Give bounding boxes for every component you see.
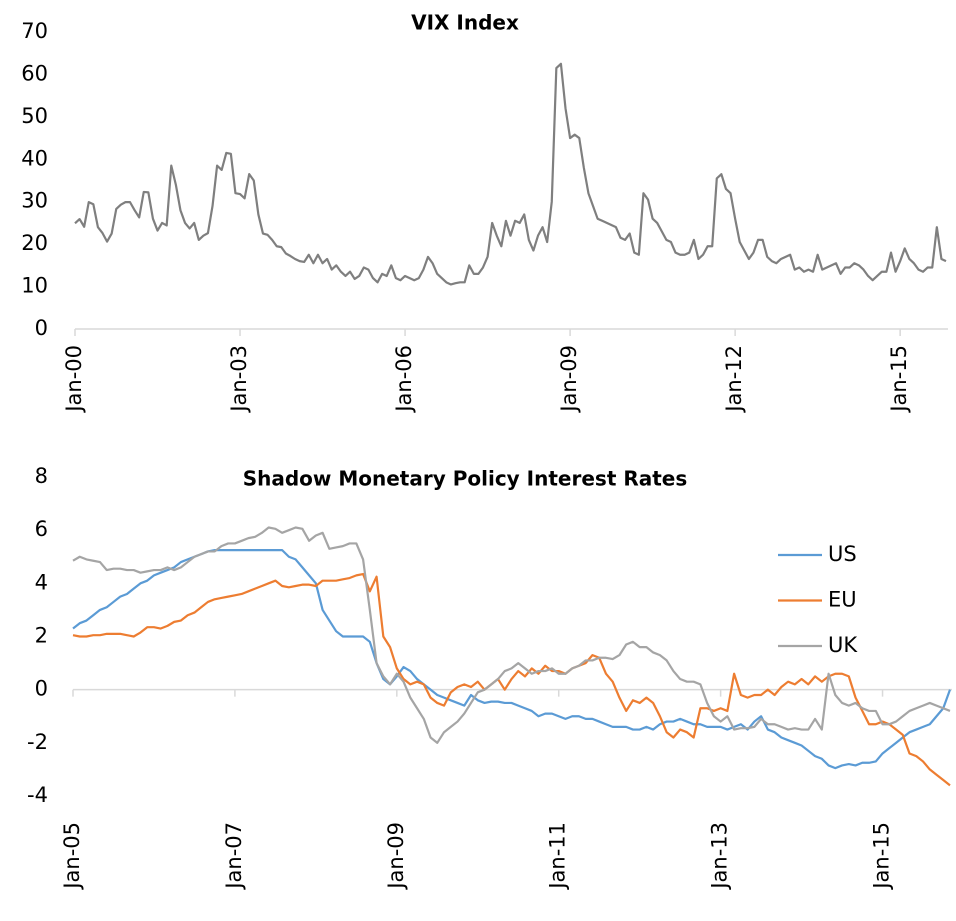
- y-tick-label: -2: [27, 730, 48, 754]
- y-tick-label: 2: [35, 624, 48, 648]
- series-line: [74, 62, 947, 286]
- x-tick-label: Jan-09: [557, 345, 581, 414]
- chart-title: Shadow Monetary Policy Interest Rates: [243, 467, 688, 491]
- y-tick-label: 4: [35, 570, 48, 594]
- x-tick-label: Jan-03: [227, 345, 251, 414]
- x-tick-label: Jan-09: [384, 822, 408, 891]
- x-tick-label: Jan-05: [60, 822, 84, 891]
- series-line: [72, 572, 951, 787]
- y-tick-label: 40: [21, 146, 48, 170]
- x-tick-label: Jan-00: [62, 345, 86, 414]
- y-tick-label: -4: [27, 783, 48, 807]
- y-tick-label: 6: [35, 517, 48, 541]
- y-tick-label: 30: [21, 189, 48, 213]
- x-tick-label: Jan-12: [722, 345, 746, 414]
- y-tick-label: 0: [35, 677, 48, 701]
- series-line: [72, 549, 952, 770]
- series-line: [72, 526, 951, 744]
- y-tick-label: 10: [21, 274, 48, 298]
- y-tick-label: 0: [35, 316, 48, 340]
- y-tick-label: 20: [21, 231, 48, 255]
- y-tick-label: 70: [21, 19, 48, 43]
- y-tick-label: 8: [35, 464, 48, 488]
- x-tick-label: Jan-07: [222, 822, 246, 891]
- legend-label: EU: [828, 588, 857, 612]
- y-tick-label: 60: [21, 61, 48, 85]
- x-tick-label: Jan-15: [887, 345, 911, 414]
- y-tick-label: 50: [21, 104, 48, 128]
- x-tick-label: Jan-11: [546, 822, 570, 891]
- x-tick-label: Jan-06: [392, 345, 416, 414]
- chart-title: VIX Index: [411, 11, 519, 35]
- x-tick-label: Jan-13: [708, 822, 732, 891]
- x-tick-label: Jan-15: [870, 822, 894, 891]
- legend-label: US: [828, 542, 857, 566]
- legend-label: UK: [828, 633, 858, 657]
